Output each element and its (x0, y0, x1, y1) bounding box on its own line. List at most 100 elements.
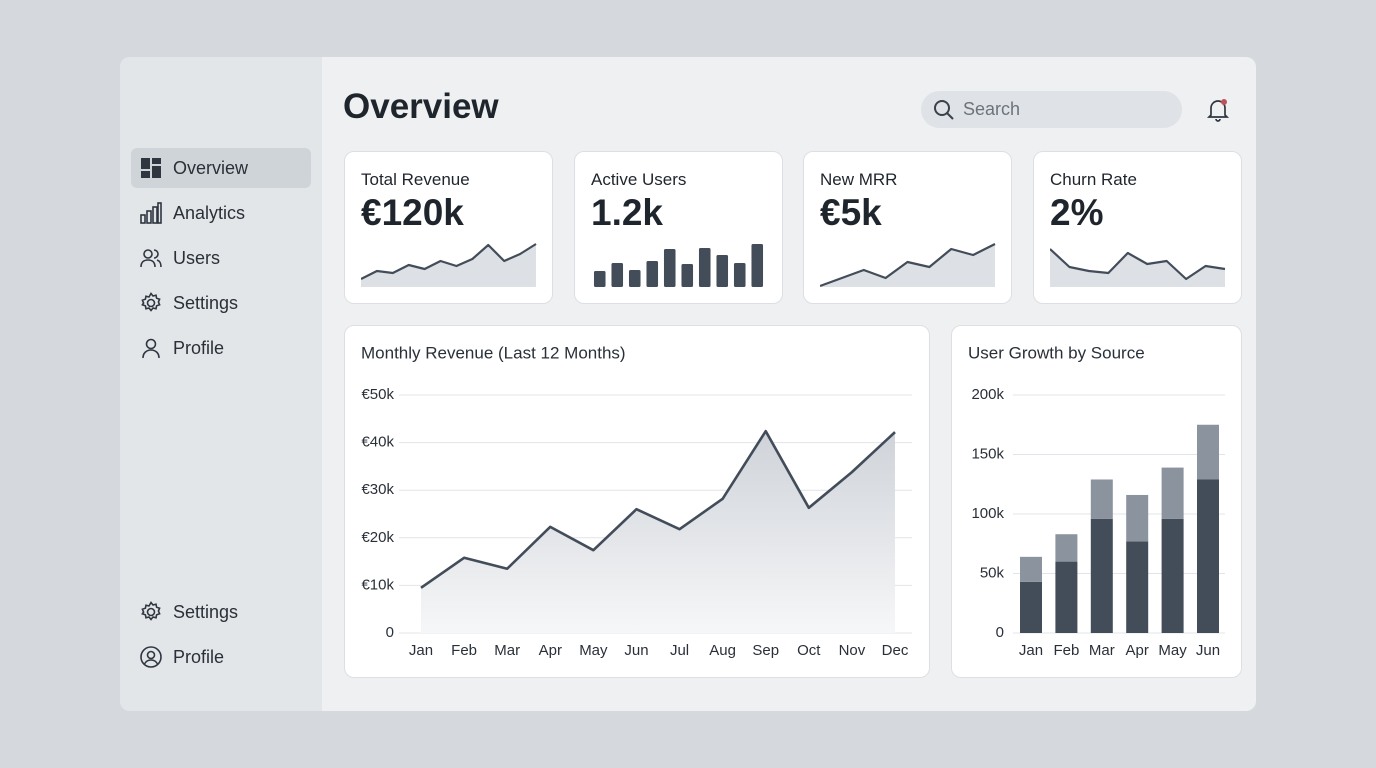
icon (141, 158, 161, 178)
chart-card: Monthly Revenue (Last 12 Months) 0 €10k €20… (344, 325, 930, 678)
x-tick-label: Jan (1019, 642, 1043, 659)
kpi-card: Active Users 1.2k (574, 151, 783, 304)
bar-segment (1020, 581, 1042, 633)
spark-line (820, 243, 996, 288)
sparkline (1050, 248, 1226, 287)
notification-bell[interactable] (1206, 97, 1230, 123)
chart-title: Monthly Revenue (Last 12 Months) (361, 343, 626, 362)
x-tick-label: May (1158, 642, 1187, 659)
sidebar: Overview Analytics Users Settings Profil… (120, 57, 322, 711)
chart-card: User Growth by Source 0 50k 100k 150k 200k Jan… (951, 325, 1242, 678)
nav-item[interactable]: Overview (131, 148, 311, 188)
icon (140, 646, 162, 668)
x-tick-label: Jan (409, 642, 433, 659)
x-tick-label: Mar (1089, 642, 1115, 659)
search-icon (934, 99, 954, 120)
spark-line (361, 243, 537, 280)
kpi-label: New MRR (820, 170, 898, 189)
nav-item[interactable]: Settings (131, 592, 311, 632)
kpi-value: €5k (820, 192, 882, 233)
app-window: Overview Analytics Users Settings Profil… (120, 57, 1256, 711)
nav-label: Analytics (173, 202, 246, 223)
kpi-value: €120k (361, 192, 464, 233)
kpi-card: New MRR €5k (803, 151, 1012, 304)
y-tick-label: €20k (361, 529, 394, 546)
y-tick-label: €10k (361, 576, 394, 593)
y-tick-label: 50k (980, 564, 1005, 581)
spark-area (820, 244, 995, 287)
x-tick-label: Aug (709, 642, 736, 659)
x-tick-label: Jun (1196, 642, 1220, 659)
icon (140, 249, 162, 268)
nav-item[interactable]: Profile (131, 328, 311, 368)
kpi-label: Active Users (591, 170, 687, 189)
x-tick-label: Jun (624, 642, 648, 659)
kpi-label: Churn Rate (1050, 170, 1137, 189)
y-tick-label: 150k (971, 445, 1004, 462)
spark-area (1050, 249, 1225, 287)
icon (140, 202, 162, 224)
bar-chart: User Growth by Source 0 50k 100k 150k 200k Jan… (968, 343, 1225, 659)
spark-bar (733, 263, 746, 287)
bar-segment (1055, 561, 1078, 633)
page-title: Overview (343, 87, 499, 126)
nav-item[interactable]: Analytics (131, 193, 311, 233)
search-box[interactable]: Search (921, 91, 1182, 128)
line-chart: Monthly Revenue (Last 12 Months) 0 €10k €20… (361, 343, 912, 659)
spark-bar (611, 263, 624, 287)
sparkline (593, 244, 764, 287)
spark-bar (646, 261, 659, 287)
kpi-value: 2% (1050, 192, 1104, 233)
spark-area (361, 244, 536, 287)
spark-bar (663, 249, 676, 287)
kpi-card: Churn Rate 2% (1033, 151, 1242, 304)
kpi-card: Total Revenue €120k (344, 151, 553, 304)
x-tick-label: Sep (752, 642, 779, 659)
y-tick-label: €40k (361, 434, 394, 451)
kpi-label: Total Revenue (361, 170, 470, 189)
spark-bar (628, 270, 641, 287)
y-tick-label: 200k (971, 386, 1004, 403)
bar-segment (1161, 467, 1184, 519)
x-tick-label: Feb (1053, 642, 1079, 659)
spark-line (1050, 248, 1226, 281)
x-tick-label: May (579, 642, 608, 659)
bar-segment (1020, 556, 1042, 582)
x-tick-label: Feb (451, 642, 477, 659)
bar-segment (1126, 541, 1149, 633)
kpi-value: 1.2k (591, 192, 664, 233)
bar-segment (1090, 518, 1113, 633)
bar-segment (1090, 479, 1113, 519)
area (421, 431, 895, 633)
icon (141, 601, 161, 621)
bar-segment (1126, 494, 1149, 542)
x-tick-label: Apr (539, 642, 562, 659)
y-tick-label: €50k (361, 386, 394, 403)
x-tick-label: Mar (494, 642, 520, 659)
spark-bar (681, 264, 694, 287)
x-tick-label: Oct (797, 642, 821, 659)
nav-label: Settings (173, 292, 239, 313)
line (420, 429, 896, 589)
nav-item[interactable]: Users (131, 238, 311, 278)
icon (141, 292, 161, 312)
nav-item[interactable]: Settings (131, 283, 311, 323)
y-tick-label: 100k (971, 505, 1004, 522)
bar-segment (1055, 534, 1078, 562)
x-tick-label: Dec (882, 642, 909, 659)
nav-item[interactable]: Profile (131, 637, 311, 677)
icon (142, 338, 160, 359)
nav-label: Overview (173, 157, 249, 178)
x-tick-label: Nov (839, 642, 866, 659)
chart-title: User Growth by Source (968, 343, 1145, 362)
bar-segment (1197, 424, 1219, 480)
spark-bar (698, 248, 711, 287)
y-tick-label: 0 (386, 624, 394, 641)
spark-bar (593, 271, 606, 287)
nav-label: Profile (173, 646, 225, 667)
nav-label: Settings (173, 601, 239, 622)
spark-bar (716, 255, 729, 287)
nav-label: Users (173, 247, 221, 268)
y-tick-label: 0 (996, 624, 1004, 641)
